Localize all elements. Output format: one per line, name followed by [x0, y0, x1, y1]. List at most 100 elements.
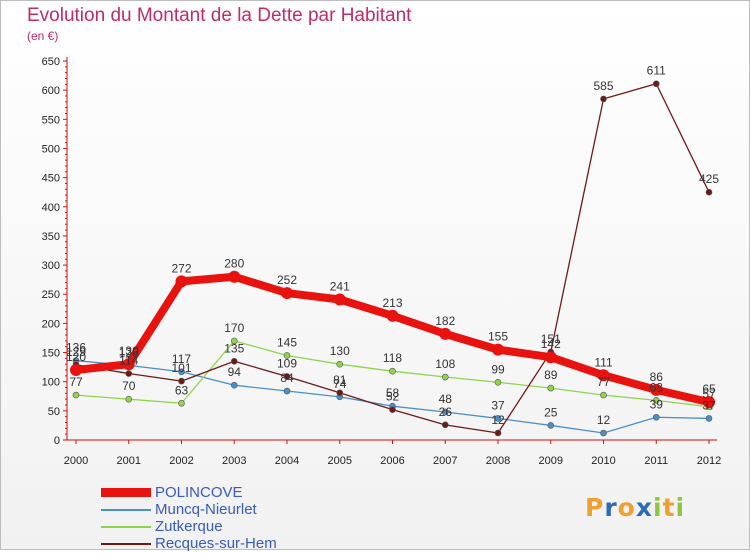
data-point	[386, 309, 399, 322]
legend-label-recques-sur-hem: Recques-sur-Hem	[155, 535, 277, 552]
x-tick-label: 2007	[433, 455, 457, 467]
data-label: 86	[650, 370, 664, 384]
x-tick-label: 2006	[380, 455, 404, 467]
x-tick-label: 2002	[169, 455, 193, 467]
data-label: 12	[597, 413, 611, 427]
data-label: 63	[175, 383, 189, 397]
data-point	[705, 188, 713, 196]
data-label: 89	[544, 368, 558, 382]
data-label: 39	[650, 397, 664, 411]
data-point	[547, 384, 555, 392]
x-tick-label: 2001	[117, 455, 141, 467]
data-point	[122, 358, 135, 371]
legend-label-polincove: POLINCOVE	[155, 484, 243, 501]
data-label: 101	[171, 361, 191, 375]
series-polincove	[70, 270, 715, 409]
logo-letter: i	[653, 493, 663, 522]
data-point	[281, 287, 293, 300]
data-label: 114	[119, 354, 138, 368]
data-label: 128	[119, 345, 139, 359]
data-point	[650, 383, 663, 396]
y-tick-label: 300	[42, 260, 60, 272]
data-label: 99	[491, 362, 505, 376]
data-labels-zutkerque: 77 70 63 170 145 130 118 108 99 89 77 68 57	[69, 321, 716, 401]
y-tick-label: 450	[42, 173, 60, 185]
data-point	[336, 389, 344, 397]
data-label: 25	[544, 405, 558, 419]
data-label: 585	[593, 79, 613, 93]
data-labels-muncq-nieurlet: 136 128 117 94 84 74 58 48 37 25 12 39 37	[66, 341, 716, 427]
series-muncq-nieurlet	[72, 357, 713, 437]
data-label: 170	[224, 321, 244, 335]
data-point	[283, 387, 291, 395]
data-label: 129	[66, 345, 86, 359]
data-point	[230, 381, 238, 389]
logo-letter: t	[662, 493, 676, 522]
x-tick-label: 2009	[539, 455, 563, 467]
data-label: 145	[277, 335, 297, 349]
data-label: 136	[66, 341, 86, 355]
legend-label-muncq-nieurlet: Muncq-Nieurlet	[155, 501, 257, 518]
data-point	[178, 399, 185, 407]
x-tick-label: 2011	[644, 455, 668, 467]
legend-swatch-muncq-nieurlet	[101, 509, 151, 511]
legend-item-zutkerque: Zutkerque	[101, 519, 361, 536]
data-point	[389, 406, 396, 413]
data-point	[178, 368, 185, 376]
data-point	[494, 429, 502, 437]
proxiti-logo: Proxiti	[585, 493, 685, 522]
x-tick-label: 2012	[697, 455, 721, 467]
data-point	[494, 415, 502, 422]
series-recques-sur-hem	[72, 80, 713, 437]
data-point	[652, 413, 660, 421]
legend-swatch-polincove	[101, 488, 151, 497]
data-label: 81	[333, 373, 347, 387]
data-label: 68	[650, 380, 664, 394]
data-point	[389, 367, 396, 375]
data-label: 111	[594, 355, 613, 369]
data-label: 77	[69, 375, 83, 389]
data-label: 118	[383, 351, 402, 365]
logo-letter: o	[617, 493, 636, 522]
data-label: 130	[330, 344, 350, 358]
data-point	[703, 396, 715, 409]
data-label: 151	[541, 332, 561, 346]
data-label: 280	[224, 257, 244, 271]
data-label: 77	[597, 375, 611, 389]
data-point	[283, 373, 291, 380]
data-point	[600, 391, 607, 399]
logo-letter: P	[585, 493, 605, 522]
data-label: 48	[439, 392, 453, 406]
data-label: 58	[386, 386, 400, 400]
data-point	[439, 327, 452, 340]
data-label: 94	[228, 365, 242, 379]
data-point	[544, 351, 557, 364]
data-label: 70	[122, 379, 136, 393]
data-point	[492, 343, 504, 356]
y-tick-label: 50	[48, 406, 60, 418]
data-label: 135	[224, 341, 244, 355]
data-point	[600, 95, 607, 103]
data-label: 52	[386, 390, 400, 404]
logo-letter: x	[635, 493, 653, 522]
data-point	[652, 80, 660, 88]
logo-letter: i	[675, 493, 686, 522]
data-point	[283, 352, 291, 359]
data-point	[597, 369, 610, 382]
x-tick-label: 2010	[591, 455, 615, 467]
x-tick-label: 2004	[275, 455, 299, 467]
chart-title: Evolution du Montant de la Dette par Hab…	[27, 5, 412, 26]
data-label: 65	[702, 382, 716, 396]
data-label: 120	[66, 350, 86, 364]
axes: 0 50 100 150 200 250 300 350 400 450 500 550 600 650 2…	[42, 56, 722, 467]
data-label: 84	[280, 371, 294, 385]
data-label: 155	[488, 330, 508, 344]
legend-swatch-zutkerque	[101, 526, 151, 528]
data-point	[125, 370, 133, 377]
chart-legend: POLINCOVE Muncq-Nieurlet Zutkerque Recqu…	[101, 485, 361, 553]
y-tick-label: 400	[42, 202, 60, 214]
data-label: 109	[277, 356, 297, 370]
data-label: 241	[330, 279, 350, 293]
